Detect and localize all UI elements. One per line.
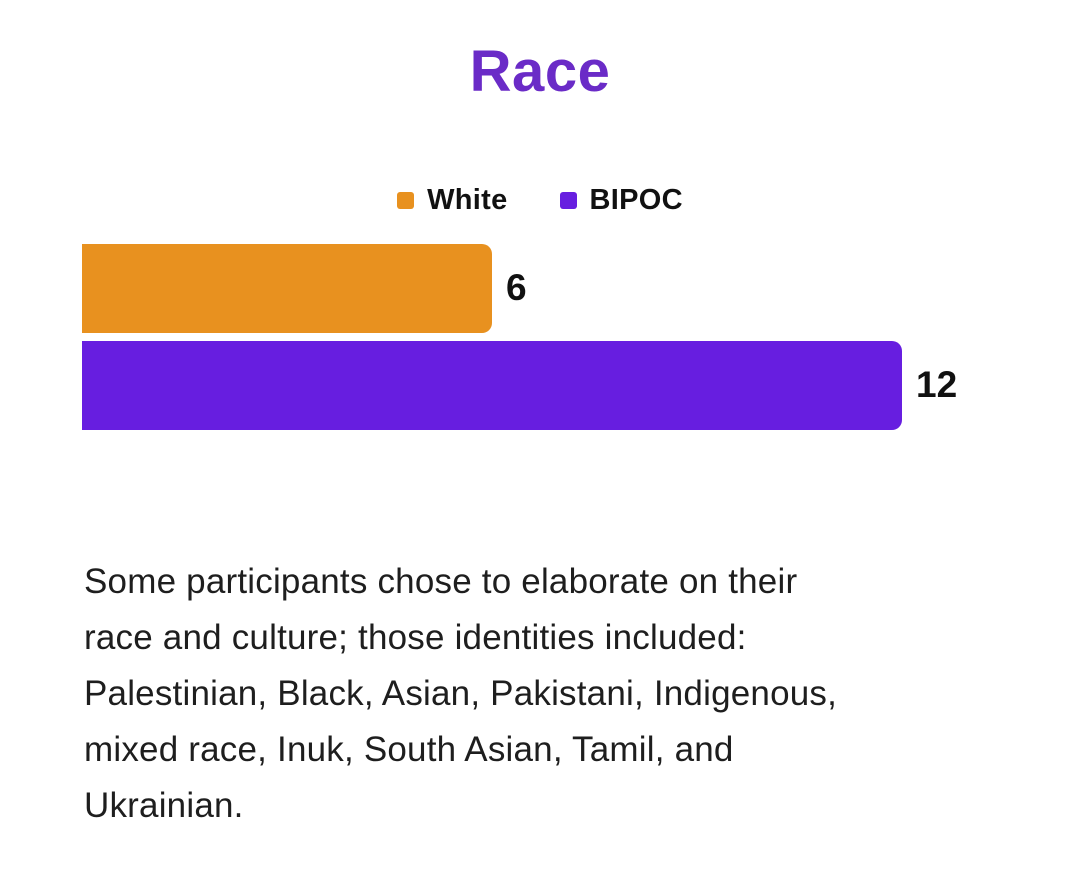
bar-value-white: 6: [506, 267, 527, 309]
bar-white: [82, 243, 492, 333]
bar-value-bipoc: 12: [916, 364, 958, 406]
legend-swatch-bipoc: [559, 191, 577, 209]
legend-label-bipoc: BIPOC: [589, 183, 683, 216]
bar-chart: 6 12: [0, 243, 1080, 430]
chart-annotation-text: Some participants chose to elaborate on …: [84, 561, 838, 825]
legend-item-white: White: [397, 184, 507, 217]
bar-bipoc: [82, 340, 902, 430]
chart-legend: White BIPOC: [0, 184, 1080, 217]
legend-swatch-white: [397, 191, 415, 209]
bar-row-bipoc: 12: [82, 340, 1080, 430]
legend-label-white: White: [427, 183, 508, 216]
bar-row-white: 6: [82, 243, 1080, 333]
page-title: Race: [469, 39, 611, 104]
legend-item-bipoc: BIPOC: [559, 183, 683, 217]
